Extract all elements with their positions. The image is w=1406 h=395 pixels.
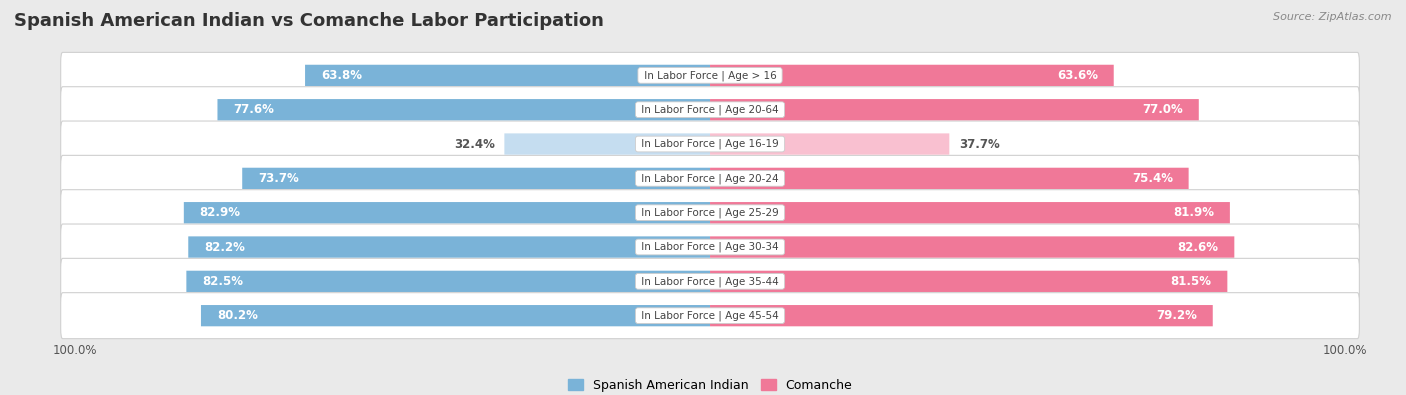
Text: In Labor Force | Age 20-64: In Labor Force | Age 20-64 (638, 104, 782, 115)
FancyBboxPatch shape (187, 271, 710, 292)
Text: In Labor Force | Age 35-44: In Labor Force | Age 35-44 (638, 276, 782, 287)
Text: 63.6%: 63.6% (1057, 69, 1098, 82)
FancyBboxPatch shape (60, 224, 1360, 270)
FancyBboxPatch shape (60, 190, 1360, 236)
FancyBboxPatch shape (60, 293, 1360, 339)
FancyBboxPatch shape (60, 258, 1360, 304)
Text: 82.6%: 82.6% (1177, 241, 1219, 254)
FancyBboxPatch shape (710, 236, 1234, 258)
Text: In Labor Force | Age > 16: In Labor Force | Age > 16 (641, 70, 779, 81)
Text: In Labor Force | Age 45-54: In Labor Force | Age 45-54 (638, 310, 782, 321)
FancyBboxPatch shape (710, 202, 1230, 223)
Text: 82.5%: 82.5% (202, 275, 243, 288)
FancyBboxPatch shape (60, 155, 1360, 201)
FancyBboxPatch shape (60, 121, 1360, 167)
Text: In Labor Force | Age 16-19: In Labor Force | Age 16-19 (638, 139, 782, 149)
Text: 80.2%: 80.2% (217, 309, 257, 322)
Text: 81.9%: 81.9% (1173, 206, 1213, 219)
Text: Spanish American Indian vs Comanche Labor Participation: Spanish American Indian vs Comanche Labo… (14, 12, 605, 30)
FancyBboxPatch shape (60, 53, 1360, 98)
Text: 79.2%: 79.2% (1156, 309, 1197, 322)
FancyBboxPatch shape (710, 65, 1114, 86)
Text: 73.7%: 73.7% (259, 172, 299, 185)
FancyBboxPatch shape (710, 271, 1227, 292)
FancyBboxPatch shape (710, 168, 1188, 189)
Text: 82.9%: 82.9% (200, 206, 240, 219)
Text: 32.4%: 32.4% (454, 137, 495, 150)
FancyBboxPatch shape (710, 134, 949, 155)
Text: In Labor Force | Age 25-29: In Labor Force | Age 25-29 (638, 207, 782, 218)
FancyBboxPatch shape (218, 99, 710, 120)
Text: In Labor Force | Age 30-34: In Labor Force | Age 30-34 (638, 242, 782, 252)
FancyBboxPatch shape (710, 305, 1213, 326)
FancyBboxPatch shape (201, 305, 710, 326)
FancyBboxPatch shape (188, 236, 710, 258)
FancyBboxPatch shape (710, 99, 1199, 120)
Text: 37.7%: 37.7% (959, 137, 1000, 150)
FancyBboxPatch shape (242, 168, 710, 189)
FancyBboxPatch shape (305, 65, 710, 86)
FancyBboxPatch shape (505, 134, 710, 155)
Legend: Spanish American Indian, Comanche: Spanish American Indian, Comanche (562, 374, 858, 395)
Text: 77.6%: 77.6% (233, 103, 274, 116)
Text: 75.4%: 75.4% (1132, 172, 1173, 185)
Text: In Labor Force | Age 20-24: In Labor Force | Age 20-24 (638, 173, 782, 184)
Text: 82.2%: 82.2% (204, 241, 245, 254)
Text: 63.8%: 63.8% (321, 69, 361, 82)
FancyBboxPatch shape (184, 202, 710, 223)
FancyBboxPatch shape (60, 87, 1360, 133)
Text: 81.5%: 81.5% (1170, 275, 1212, 288)
Text: Source: ZipAtlas.com: Source: ZipAtlas.com (1274, 12, 1392, 22)
Text: 77.0%: 77.0% (1142, 103, 1182, 116)
